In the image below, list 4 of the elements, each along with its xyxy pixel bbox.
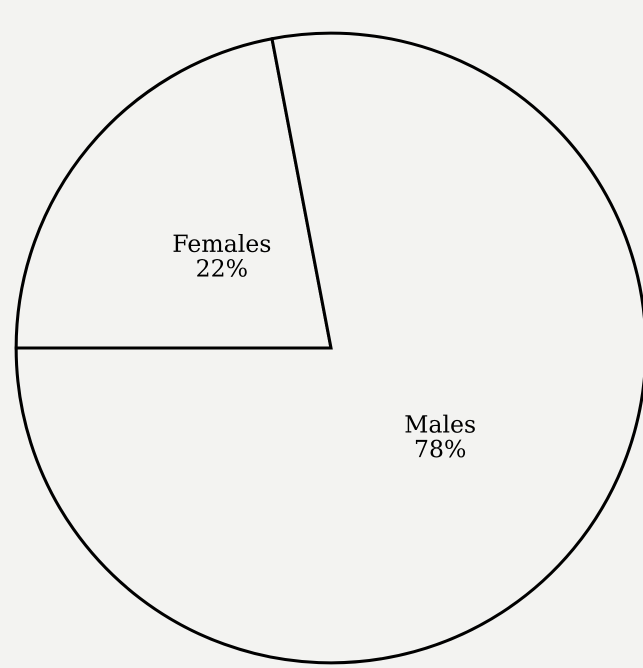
slice-label: Females <box>174 234 270 252</box>
slice-label: Males <box>405 414 475 433</box>
data-label: 78% <box>416 440 466 458</box>
data-label: 22% <box>197 259 247 277</box>
